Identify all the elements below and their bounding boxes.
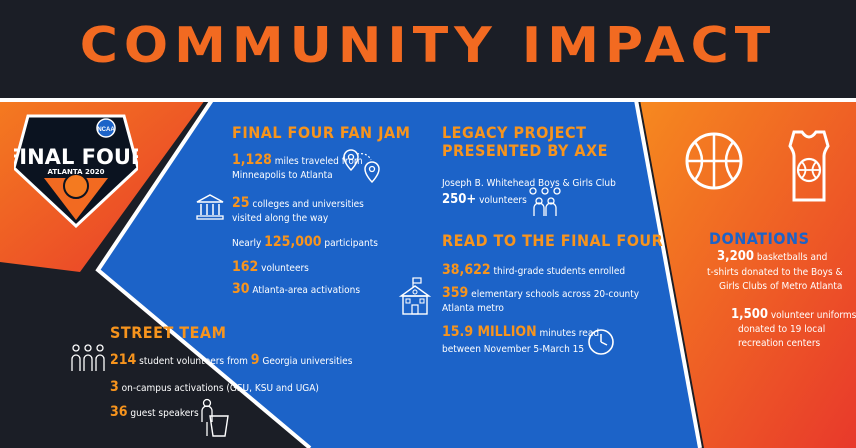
uniforms-line-2: donated to 19 local bbox=[738, 324, 826, 335]
legacy-volunteers: 250+ volunteers bbox=[442, 192, 527, 207]
uniforms-line-3: recreation centers bbox=[738, 338, 821, 349]
school-icon bbox=[398, 277, 432, 315]
street-students-line: 214 student volunteers from 9 Georgia un… bbox=[110, 352, 353, 368]
street-speakers-line: 36 guest speakers bbox=[110, 404, 199, 420]
college-building-icon bbox=[196, 194, 224, 220]
clock-icon bbox=[588, 329, 614, 355]
schools-line-2: Atlanta metro bbox=[442, 303, 504, 314]
street-team-heading: STREET TEAM bbox=[110, 323, 227, 342]
colleges-line: 25 colleges and universities bbox=[232, 195, 364, 211]
miles-line: 1,128 miles traveled from bbox=[232, 152, 363, 168]
colleges-line-2: visited along the way bbox=[232, 213, 329, 224]
donations-heading: DONATIONS bbox=[709, 229, 810, 248]
balls-line-3: Girls Clubs of Metro Atlanta bbox=[719, 281, 843, 292]
volunteers-line: 162 volunteers bbox=[232, 259, 309, 275]
fan-jam-heading: FINAL FOUR FAN JAM bbox=[232, 123, 411, 142]
read-heading: READ TO THE FINAL FOUR bbox=[442, 231, 664, 250]
basketball-icon bbox=[685, 132, 743, 190]
miles-line-2: Minneapolis to Atlanta bbox=[232, 170, 333, 181]
participants-line: Nearly 125,000 participants bbox=[232, 234, 378, 250]
activations-line: 30 Atlanta-area activations bbox=[232, 281, 361, 297]
speaker-podium-icon bbox=[201, 398, 229, 437]
street-campus-line: 3 on-campus activations (GSU, KSU and UG… bbox=[110, 379, 319, 395]
volunteers-group-icon bbox=[529, 187, 561, 216]
ncaa-badge: NCAA bbox=[97, 127, 115, 133]
uniforms-line: 1,500 volunteer uniforms bbox=[731, 307, 856, 322]
schools-line: 359 elementary schools across 20-county bbox=[442, 285, 640, 301]
students-line: 38,622 third-grade students enrolled bbox=[442, 262, 626, 278]
logo-final-four: FINAL FOUR bbox=[14, 145, 138, 169]
student-group-icon bbox=[71, 344, 105, 371]
balls-line: 3,200 basketballs and bbox=[717, 249, 828, 264]
legacy-heading-2: PRESENTED BY AXE bbox=[442, 141, 608, 160]
jersey-icon bbox=[788, 130, 830, 202]
map-pins-icon bbox=[343, 149, 380, 184]
legacy-club: Joseph B. Whitehead Boys & Girls Club bbox=[442, 178, 616, 189]
final-four-logo: NCAA FINAL FOUR ATLANTA 2020 bbox=[14, 114, 138, 228]
minutes-line-2: between November 5-March 15 bbox=[442, 344, 585, 355]
blue-center-panel bbox=[98, 100, 700, 448]
page-title: COMMUNITY IMPACT bbox=[79, 17, 777, 75]
minutes-line: 15.9 MILLION minutes read bbox=[442, 324, 600, 340]
right-orange-panel bbox=[640, 100, 856, 448]
balls-line-2: t-shirts donated to the Boys & bbox=[707, 267, 843, 278]
legacy-heading: LEGACY PROJECT bbox=[442, 123, 587, 142]
logo-atlanta: ATLANTA 2020 bbox=[48, 168, 105, 176]
